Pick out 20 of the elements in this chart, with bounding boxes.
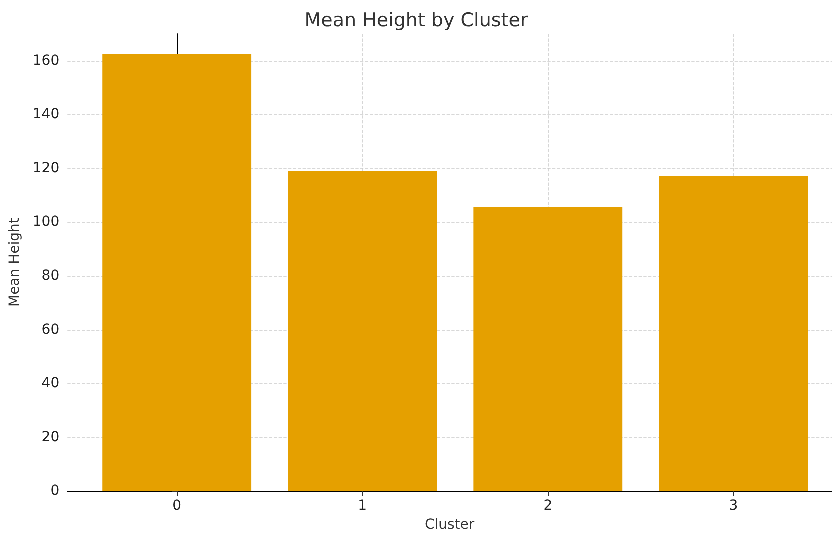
y-tick-label: 80 (42, 268, 60, 284)
y-tick-label: 20 (42, 429, 60, 446)
x-tick-label: 0 (172, 498, 182, 514)
y-tick-label: 0 (50, 483, 60, 500)
bar (659, 176, 808, 492)
y-tick-label: 120 (32, 160, 60, 176)
bar (102, 54, 252, 492)
x-axis-title: Cluster (424, 517, 475, 533)
y-tick-label: 60 (42, 322, 60, 338)
x-tick-label: 2 (544, 498, 553, 514)
y-axis-title: Mean Height (7, 218, 23, 307)
y-tick-label: 100 (32, 214, 60, 230)
bar (288, 171, 438, 492)
chart-title: Mean Height by Cluster (304, 10, 528, 32)
y-tick-label: 140 (32, 106, 60, 123)
y-tick-label: 160 (32, 52, 60, 69)
x-tick-label: 1 (358, 498, 368, 514)
x-tick-label: 3 (729, 498, 738, 514)
bar (474, 207, 623, 492)
y-tick-label: 40 (42, 376, 60, 392)
